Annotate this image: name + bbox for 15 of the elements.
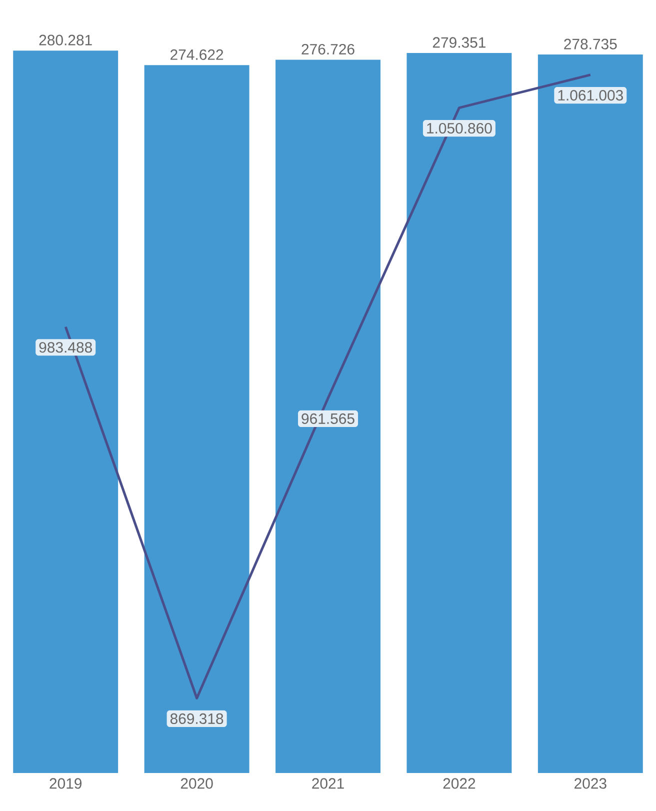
x-tick-label: 2022 bbox=[443, 778, 476, 789]
data-label: 278.735 bbox=[564, 38, 617, 50]
data-label: 280.281 bbox=[39, 34, 92, 46]
data-label: 961.565 bbox=[302, 413, 354, 424]
data-label: 274.622 bbox=[170, 49, 224, 60]
data-label: 1.061.003 bbox=[558, 90, 623, 101]
data-label: 983.488 bbox=[39, 342, 92, 353]
x-tick-label: 2023 bbox=[574, 778, 606, 789]
x-tick-label: 2020 bbox=[180, 778, 213, 789]
data-label: 869.318 bbox=[170, 713, 224, 724]
data-label: 276.726 bbox=[302, 44, 354, 55]
x-tick-label: 2021 bbox=[312, 778, 344, 789]
data-label: 279.351 bbox=[432, 37, 486, 48]
x-tick-label: 2019 bbox=[50, 778, 82, 789]
data-label: 1.050.860 bbox=[427, 122, 492, 134]
